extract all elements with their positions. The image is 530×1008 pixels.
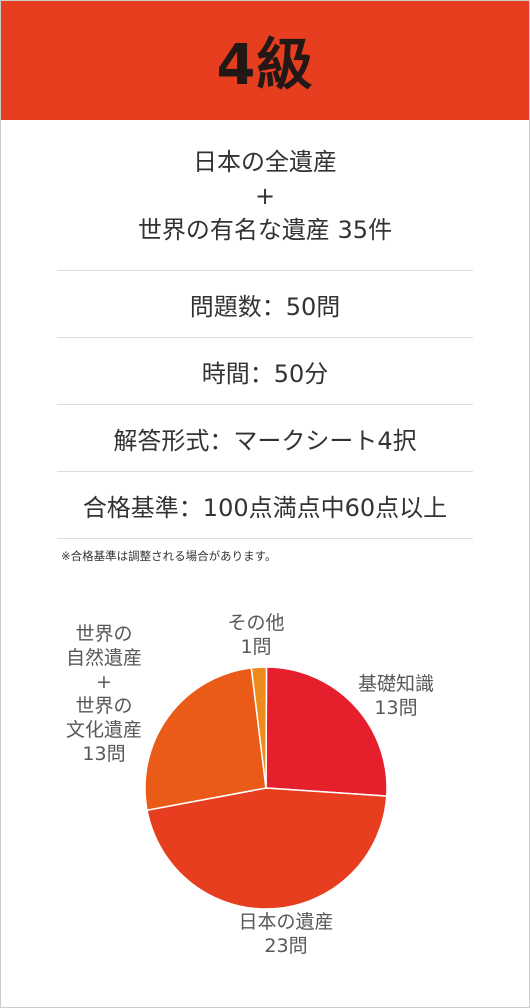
format-row: 解答形式：マークシート4択 — [57, 405, 473, 472]
format-text: 解答形式：マークシート4択 — [113, 426, 417, 455]
slice-label-line: 文化遺産 — [65, 719, 142, 741]
slice-label-other: その他 1問 — [211, 611, 301, 659]
pass-text: 合格基準：100点満点中60点以上 — [82, 493, 448, 522]
slice-label-line: 自然遺産 — [65, 647, 142, 669]
slice-label-japan: 日本の遺産 23問 — [226, 910, 346, 958]
question-breakdown-pie-chart: 基礎知識 13問 日本の遺産 23問 世界の 自然遺産 + 世界の 文化遺産 13問 その他 1… — [1, 606, 529, 976]
slice-label-line: 基礎知識 — [357, 673, 434, 695]
grade-title: 4級 — [216, 33, 314, 98]
slice-label-line: 1問 — [240, 636, 272, 658]
slice-label-line: 世界の — [75, 695, 133, 717]
slice-label-line: 23問 — [264, 935, 308, 957]
slice-label-line: その他 — [227, 612, 285, 634]
slice-label-line: 13問 — [374, 697, 418, 719]
scope-row: 日本の全遺産 + 世界の有名な遺産 35件 — [57, 120, 473, 271]
pass-row: 合格基準：100点満点中60点以上 — [57, 472, 473, 539]
pie-slice-japan — [146, 787, 388, 910]
grade-header: 4級 — [1, 1, 529, 120]
pie-slice-world — [144, 667, 267, 812]
slice-label-line: 世界の — [75, 623, 133, 645]
scope-line-2: 世界の有名な遺産 35件 — [137, 216, 393, 244]
scope-line-1: 日本の全遺産 — [193, 148, 337, 176]
pie-svg — [144, 666, 388, 910]
slice-label-world: 世界の 自然遺産 + 世界の 文化遺産 13問 — [49, 622, 159, 766]
exam-info-list: 日本の全遺産 + 世界の有名な遺産 35件 問題数：50問 時間：50分 解答形… — [57, 120, 473, 539]
pie-slice-kiso — [265, 666, 388, 797]
time-row: 時間：50分 — [57, 338, 473, 405]
pie-slice-other — [250, 666, 268, 789]
time-text: 時間：50分 — [201, 359, 329, 388]
scope-plus: + — [254, 182, 276, 210]
pass-note: ※合格基準は調整される場合があります。 — [61, 549, 277, 563]
questions-text: 問題数：50問 — [189, 292, 341, 321]
slice-label-line: + — [96, 671, 112, 693]
slice-label-line: 日本の遺産 — [238, 911, 334, 933]
questions-row: 問題数：50問 — [57, 271, 473, 338]
slice-label-kiso: 基礎知識 13問 — [341, 672, 451, 720]
slice-label-line: 13問 — [82, 743, 126, 765]
